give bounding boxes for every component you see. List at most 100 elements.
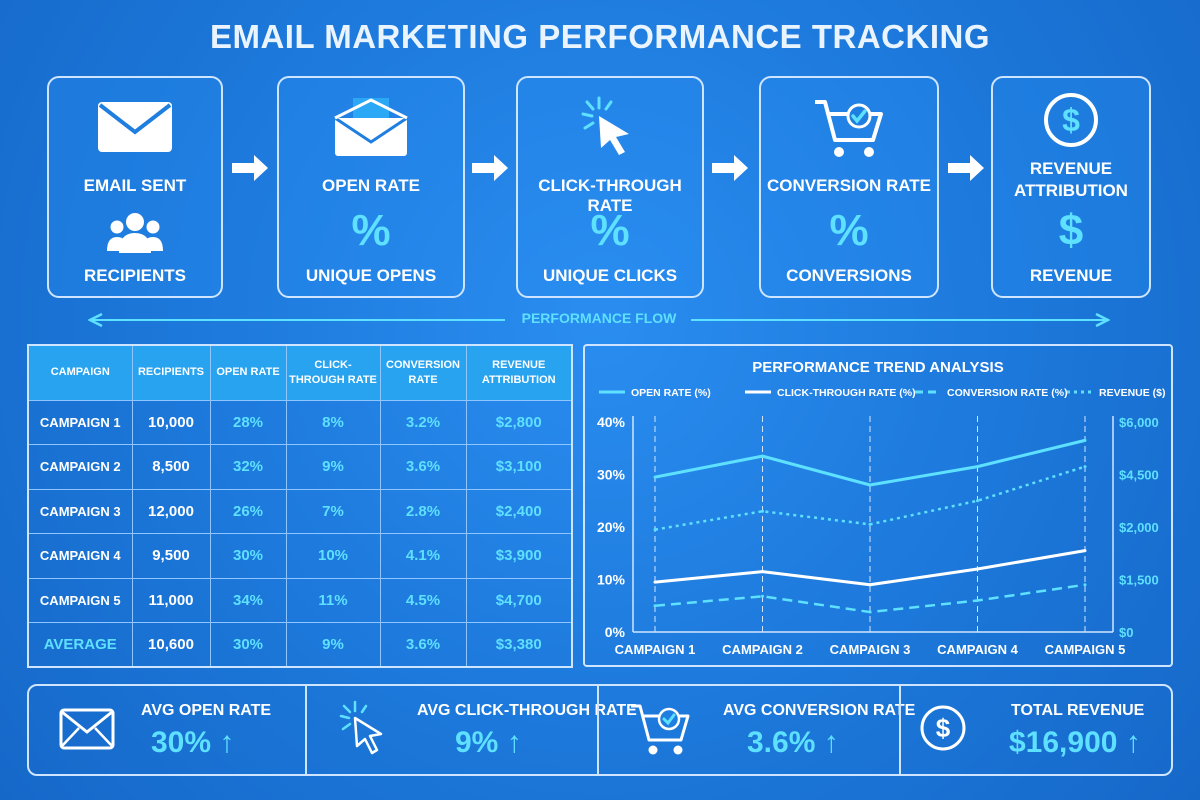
flow-arrow-icon bbox=[472, 155, 508, 181]
flow-step-click-through-rate: CLICK-THROUGH RATE % UNIQUE CLICKS bbox=[516, 76, 704, 298]
trend-chart-panel: PERFORMANCE TREND ANALYSIS OPEN RATE (%) C… bbox=[583, 344, 1173, 667]
cell-conversion: 2.8% bbox=[379, 488, 467, 534]
trend-up-icon: ↑ bbox=[506, 726, 522, 759]
users-icon bbox=[49, 211, 221, 255]
col-header: REVENUE ATTRIBUTION bbox=[465, 344, 573, 401]
table-row: CAMPAIGN 1 10,000 28% 8% 3.2% $2,800 bbox=[27, 399, 573, 445]
data-point bbox=[1083, 438, 1087, 442]
data-point bbox=[653, 604, 657, 608]
data-point bbox=[761, 570, 764, 574]
performance-flow-label: PERFORMANCE FLOW bbox=[521, 310, 677, 326]
cell-ctr: 9% bbox=[285, 622, 381, 668]
y-tick-label: 40% bbox=[597, 414, 626, 430]
dollar-circle-icon: $ bbox=[920, 705, 966, 751]
x-tick-label: CAMPAIGN 5 bbox=[1045, 642, 1126, 657]
data-point bbox=[653, 528, 657, 532]
y-tick-label: 20% bbox=[597, 519, 626, 535]
data-point bbox=[761, 594, 764, 598]
cell-open-rate: 32% bbox=[209, 444, 287, 490]
kpi-label: AVG OPEN RATE bbox=[141, 702, 272, 719]
flow-step-sub: CONVERSIONS bbox=[786, 266, 912, 285]
kpi-label: AVG CONVERSION RATE bbox=[723, 702, 916, 719]
kpi-value: $16,900 ↑ bbox=[1009, 726, 1141, 759]
col-header: CAMPAIGN bbox=[27, 344, 133, 401]
cell-revenue: $3,380 bbox=[465, 622, 573, 668]
cell-open-rate: 28% bbox=[209, 399, 287, 445]
flow-step-open-rate: OPEN RATE % UNIQUE OPENS bbox=[277, 76, 465, 298]
legend-label: CLICK-THROUGH RATE (%) bbox=[777, 387, 916, 399]
arrow-left-icon bbox=[88, 312, 103, 328]
cell-ctr: 8% bbox=[285, 399, 381, 445]
kpi-value: 30% ↑ bbox=[151, 726, 235, 759]
flow-step-email-sent: EMAIL SENT RECIPIENTS bbox=[47, 76, 223, 298]
y2-tick-label: $6,000 bbox=[1119, 415, 1159, 430]
flow-step-symbol: % bbox=[829, 206, 869, 255]
kpi-avg-open-rate: AVG OPEN RATE 30% ↑ bbox=[29, 686, 305, 774]
flow-step-symbol: % bbox=[590, 206, 630, 255]
kpi-label: AVG CLICK-THROUGH RATE bbox=[417, 702, 637, 719]
col-header: CONVERSION RATE bbox=[379, 344, 467, 401]
y-tick-label: 0% bbox=[605, 624, 626, 640]
flow-step-sub: UNIQUE OPENS bbox=[305, 266, 437, 285]
cart-check-icon bbox=[761, 94, 937, 162]
x-tick-label: CAMPAIGN 1 bbox=[615, 642, 696, 657]
flow-step-label: OPEN RATE bbox=[322, 176, 420, 195]
kpi-total-revenue: $ TOTAL REVENUE $16,900 ↑ bbox=[901, 686, 1171, 774]
data-point bbox=[1083, 583, 1087, 587]
data-point bbox=[976, 567, 979, 571]
cell-recipients: 12,000 bbox=[131, 488, 211, 534]
data-point bbox=[976, 599, 979, 602]
cell-campaign: CAMPAIGN 4 bbox=[27, 533, 133, 579]
flow-step-sub: REVENUE bbox=[1029, 266, 1113, 285]
kpi-value: 9% ↑ bbox=[455, 726, 522, 759]
flow-step-label: EMAIL SENT bbox=[83, 176, 187, 195]
data-point bbox=[868, 583, 872, 587]
data-point bbox=[868, 610, 872, 614]
cart-check-icon bbox=[631, 704, 690, 755]
trend-up-icon: ↑ bbox=[219, 726, 235, 759]
data-point bbox=[1083, 549, 1087, 553]
kpi-avg-conversion-rate: AVG CONVERSION RATE 3.6% ↑ bbox=[599, 686, 915, 774]
flow-step-sub: UNIQUE CLICKS bbox=[542, 266, 678, 285]
y2-tick-label: $0 bbox=[1119, 625, 1133, 640]
cell-recipients: 8,500 bbox=[131, 444, 211, 490]
legend-label: CONVERSION RATE (%) bbox=[947, 387, 1068, 399]
cell-campaign: CAMPAIGN 3 bbox=[27, 488, 133, 534]
y-tick-label: 30% bbox=[597, 467, 626, 483]
table-header-row: CAMPAIGN RECIPIENTS OPEN RATE CLICK-THRO… bbox=[27, 344, 573, 401]
cell-ctr: 11% bbox=[285, 577, 381, 623]
y2-tick-label: $2,000 bbox=[1119, 520, 1159, 535]
col-header: RECIPIENTS bbox=[131, 344, 211, 401]
data-point bbox=[653, 580, 657, 584]
x-tick-label: CAMPAIGN 2 bbox=[722, 642, 803, 657]
trend-chart: PERFORMANCE TREND ANALYSIS OPEN RATE (%) C… bbox=[597, 359, 1166, 657]
col-header: CLICK-THROUGH RATE bbox=[285, 344, 381, 401]
flow-arrow-icon bbox=[232, 155, 268, 181]
flow-step-label: CONVERSION RATE bbox=[766, 176, 932, 195]
cell-open-rate: 30% bbox=[209, 533, 287, 579]
flow-step-symbol: $ bbox=[1058, 206, 1084, 255]
kpi-label: TOTAL REVENUE bbox=[1011, 702, 1145, 719]
performance-flow: PERFORMANCE FLOW bbox=[88, 310, 1110, 330]
data-point bbox=[868, 522, 872, 526]
cell-recipients: 9,500 bbox=[131, 533, 211, 579]
x-tick-label: CAMPAIGN 3 bbox=[830, 642, 911, 657]
cell-open-rate: 30% bbox=[209, 622, 287, 668]
cell-recipients: 11,000 bbox=[131, 577, 211, 623]
data-point bbox=[761, 509, 764, 513]
legend-label: REVENUE ($) bbox=[1099, 387, 1166, 399]
data-point bbox=[976, 499, 979, 503]
data-point bbox=[761, 454, 764, 458]
cell-recipients: 10,000 bbox=[131, 399, 211, 445]
envelope-icon bbox=[59, 708, 115, 750]
cell-conversion: 3.2% bbox=[379, 399, 467, 445]
col-header: OPEN RATE bbox=[209, 344, 287, 401]
cell-ctr: 10% bbox=[285, 533, 381, 579]
table-row: CAMPAIGN 5 11,000 34% 11% 4.5% $4,700 bbox=[27, 577, 573, 623]
flow-step-conversion-rate: CONVERSION RATE % CONVERSIONS bbox=[759, 76, 939, 298]
flow-step-sub: RECIPIENTS bbox=[83, 266, 187, 285]
table-row: CAMPAIGN 4 9,500 30% 10% 4.1% $3,900 bbox=[27, 533, 573, 579]
cell-conversion: 3.6% bbox=[379, 444, 467, 490]
table-row: CAMPAIGN 3 12,000 26% 7% 2.8% $2,400 bbox=[27, 488, 573, 534]
cell-campaign: CAMPAIGN 5 bbox=[27, 577, 133, 623]
